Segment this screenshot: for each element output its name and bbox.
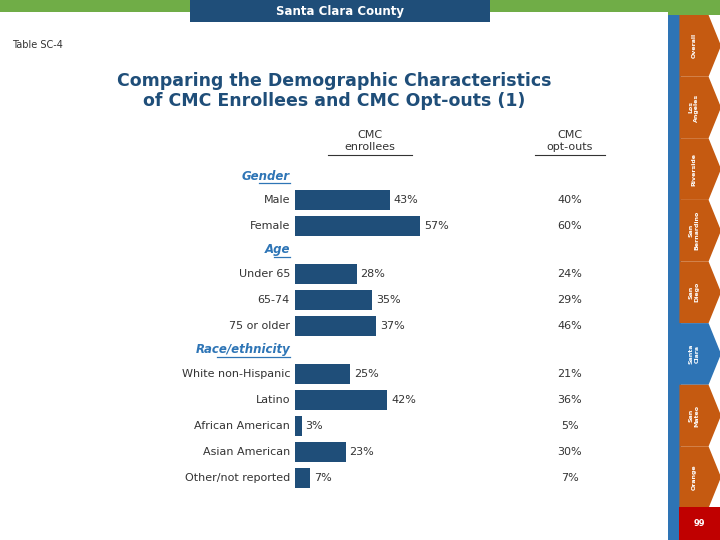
Text: Orange: Orange: [691, 464, 696, 490]
Text: White non-Hispanic: White non-Hispanic: [181, 369, 290, 379]
Bar: [295, 264, 356, 284]
Text: 5%: 5%: [561, 421, 579, 431]
Text: Santa Clara County: Santa Clara County: [276, 4, 404, 17]
Text: enrollees: enrollees: [345, 142, 395, 152]
Text: 40%: 40%: [557, 195, 582, 205]
Bar: [668, 0, 720, 15]
Polygon shape: [680, 138, 720, 200]
Text: CMC: CMC: [357, 130, 382, 140]
Bar: [0, 0, 668, 12]
Bar: [295, 216, 420, 236]
Text: Comparing the Demographic Characteristics: Comparing the Demographic Characteristic…: [117, 72, 552, 90]
Bar: [295, 390, 387, 410]
Bar: [295, 364, 350, 384]
Text: 7%: 7%: [315, 473, 332, 483]
Bar: [668, 0, 681, 540]
Text: Overall: Overall: [691, 33, 696, 58]
Text: 99: 99: [693, 519, 705, 528]
Polygon shape: [680, 15, 720, 77]
Text: 37%: 37%: [380, 321, 405, 331]
Text: 42%: 42%: [392, 395, 416, 405]
Text: Latino: Latino: [256, 395, 290, 405]
Text: 3%: 3%: [305, 421, 323, 431]
Text: 23%: 23%: [350, 447, 374, 457]
Text: 46%: 46%: [557, 321, 582, 331]
Bar: [295, 416, 302, 436]
Text: San
Mateo: San Mateo: [688, 404, 699, 427]
Text: 35%: 35%: [376, 295, 400, 305]
Text: 25%: 25%: [354, 369, 379, 379]
Polygon shape: [680, 200, 720, 261]
Text: Age: Age: [264, 244, 290, 256]
Text: 30%: 30%: [558, 447, 582, 457]
Text: CMC: CMC: [557, 130, 582, 140]
Text: 57%: 57%: [424, 221, 449, 231]
Polygon shape: [680, 384, 720, 447]
Text: Gender: Gender: [242, 170, 290, 183]
Text: 75 or older: 75 or older: [229, 321, 290, 331]
Text: 7%: 7%: [561, 473, 579, 483]
Text: 21%: 21%: [557, 369, 582, 379]
Bar: [680, 508, 720, 540]
Text: Table SC-4: Table SC-4: [12, 40, 63, 50]
Bar: [295, 316, 377, 336]
Text: 60%: 60%: [558, 221, 582, 231]
Text: Other/not reported: Other/not reported: [185, 473, 290, 483]
Polygon shape: [680, 77, 720, 138]
Text: Riverside: Riverside: [691, 153, 696, 186]
Text: opt-outs: opt-outs: [546, 142, 593, 152]
Bar: [295, 468, 310, 488]
Text: 28%: 28%: [361, 269, 385, 279]
Text: San
Bernardino: San Bernardino: [688, 211, 699, 251]
Text: African American: African American: [194, 421, 290, 431]
Text: Under 65: Under 65: [238, 269, 290, 279]
Text: Santa
Clara: Santa Clara: [688, 344, 699, 364]
Polygon shape: [680, 323, 720, 384]
Text: San
Diego: San Diego: [688, 282, 699, 302]
Bar: [190, 0, 490, 22]
Bar: [295, 442, 346, 462]
Text: 65-74: 65-74: [258, 295, 290, 305]
Text: Los
Angeles: Los Angeles: [688, 93, 699, 122]
Polygon shape: [680, 447, 720, 508]
Text: 36%: 36%: [558, 395, 582, 405]
Text: Race/ethnicity: Race/ethnicity: [195, 343, 290, 356]
Text: Asian American: Asian American: [203, 447, 290, 457]
Text: 24%: 24%: [557, 269, 582, 279]
Text: Male: Male: [264, 195, 290, 205]
Polygon shape: [680, 261, 720, 323]
Bar: [295, 190, 390, 210]
Text: 29%: 29%: [557, 295, 582, 305]
Bar: [295, 290, 372, 310]
Text: Female: Female: [250, 221, 290, 231]
Text: of CMC Enrollees and CMC Opt-outs (1): of CMC Enrollees and CMC Opt-outs (1): [143, 92, 525, 110]
Text: 43%: 43%: [394, 195, 418, 205]
